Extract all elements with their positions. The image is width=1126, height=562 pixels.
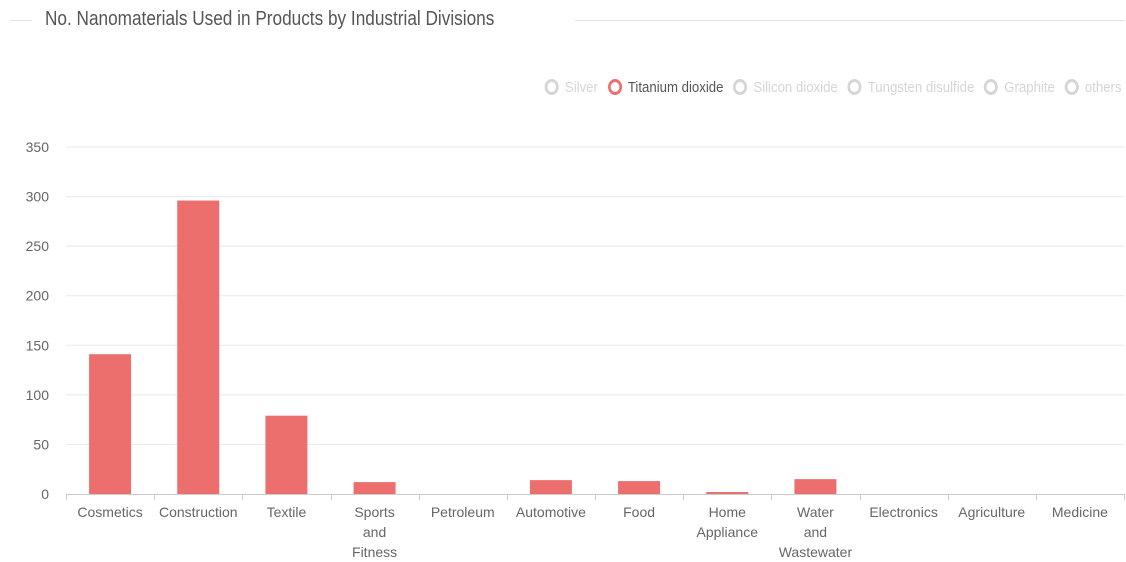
legend-label: Tungsten disulfide <box>868 78 975 96</box>
y-tick-label: 100 <box>26 387 50 403</box>
legend-item-graphite[interactable]: Graphite <box>984 78 1056 96</box>
bar[interactable] <box>706 492 749 494</box>
legend-item-titanium-dioxide[interactable]: Titanium dioxide <box>608 79 724 96</box>
y-tick-label: 0 <box>41 486 49 502</box>
x-tick-label: Medicine <box>1052 504 1108 520</box>
chart-legend: Silver Titanium dioxide Silicon dioxide … <box>535 76 1122 98</box>
chart-header: No. Nanomaterials Used in Products by In… <box>0 0 1126 40</box>
bar[interactable] <box>794 479 837 494</box>
bar[interactable] <box>618 481 661 494</box>
legend-marker-icon <box>984 79 999 95</box>
legend-item-silicon-dioxide[interactable]: Silicon dioxide <box>733 78 839 96</box>
chart-title: No. Nanomaterials Used in Products by In… <box>45 8 495 30</box>
legend-label: others <box>1085 78 1122 96</box>
title-rule-right <box>575 20 1125 21</box>
x-tick-label: Sports and Fitness <box>352 504 397 560</box>
legend-item-others[interactable]: others <box>1065 79 1122 96</box>
legend-item-silver[interactable]: Silver <box>545 79 598 96</box>
legend-marker-icon <box>1065 79 1080 95</box>
y-tick-label: 250 <box>26 238 50 254</box>
title-rule-left <box>10 20 32 21</box>
legend-marker-icon <box>608 79 623 95</box>
bar[interactable] <box>265 415 308 494</box>
x-tick-label: Petroleum <box>431 504 495 520</box>
bar[interactable] <box>89 354 132 494</box>
legend-marker-icon <box>545 79 560 95</box>
x-tick-label: Agriculture <box>958 504 1025 520</box>
legend-marker-icon <box>847 79 863 95</box>
x-tick-label: Automotive <box>516 504 586 520</box>
y-tick-label: 350 <box>26 139 50 155</box>
y-tick-label: 150 <box>26 337 50 353</box>
x-tick-label: Construction <box>159 504 238 520</box>
x-tick-label: Water and Wastewater <box>779 504 853 560</box>
x-tick-label: Textile <box>267 504 307 520</box>
legend-label: Silicon dioxide <box>753 78 839 96</box>
bar[interactable] <box>177 200 220 494</box>
bar[interactable] <box>529 480 572 494</box>
legend-label: Graphite <box>1004 78 1056 96</box>
legend-item-tungsten-disulfide[interactable]: Tungsten disulfide <box>847 78 975 96</box>
bar[interactable] <box>353 482 396 494</box>
x-tick-label: Food <box>623 504 655 520</box>
legend-label: Titanium dioxide <box>628 78 724 96</box>
legend-marker-icon <box>733 79 748 95</box>
x-tick-label: Home Appliance <box>697 504 759 540</box>
x-tick-label: Electronics <box>869 504 937 520</box>
y-tick-label: 300 <box>26 189 50 205</box>
legend-label: Silver <box>565 78 599 96</box>
y-tick-label: 50 <box>33 436 49 452</box>
x-tick-label: Cosmetics <box>77 504 142 520</box>
y-tick-label: 200 <box>26 288 50 304</box>
